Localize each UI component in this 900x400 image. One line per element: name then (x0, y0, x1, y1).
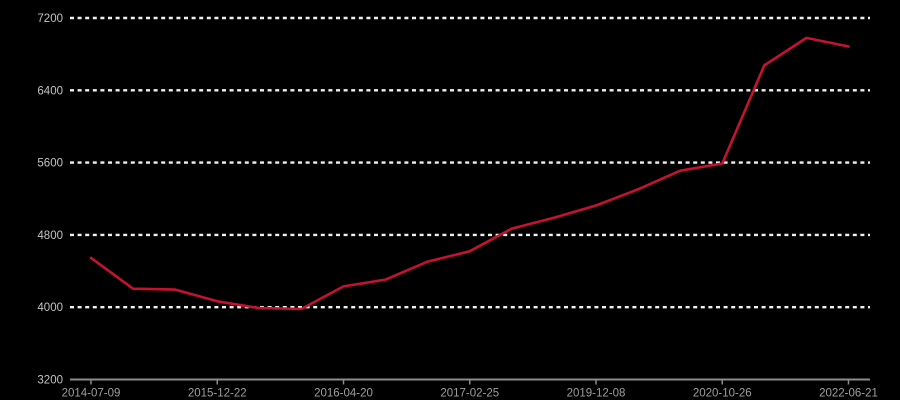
y-axis-tick-label: 7200 (37, 13, 63, 25)
x-axis-tick-label: 2019-12-08 (567, 388, 626, 400)
y-axis-tick-label: 4800 (37, 230, 63, 242)
x-axis-tick-label: 2020-10-26 (693, 388, 752, 400)
y-axis-tick-label: 3200 (37, 375, 63, 387)
x-axis-tick-label: 2014-07-09 (62, 388, 121, 400)
y-axis-tick-label: 4000 (37, 302, 63, 314)
x-axis-tick-label: 2022-06-21 (819, 388, 878, 400)
x-axis-tick-label: 2017-02-25 (440, 388, 499, 400)
x-axis-tick-label: 2016-04-20 (314, 388, 373, 400)
x-axis-tick-label: 2015-12-22 (188, 388, 247, 400)
series-line (89, 36, 850, 311)
y-axis-tick-label: 5600 (37, 158, 63, 170)
y-axis-tick-label: 6400 (37, 85, 63, 97)
